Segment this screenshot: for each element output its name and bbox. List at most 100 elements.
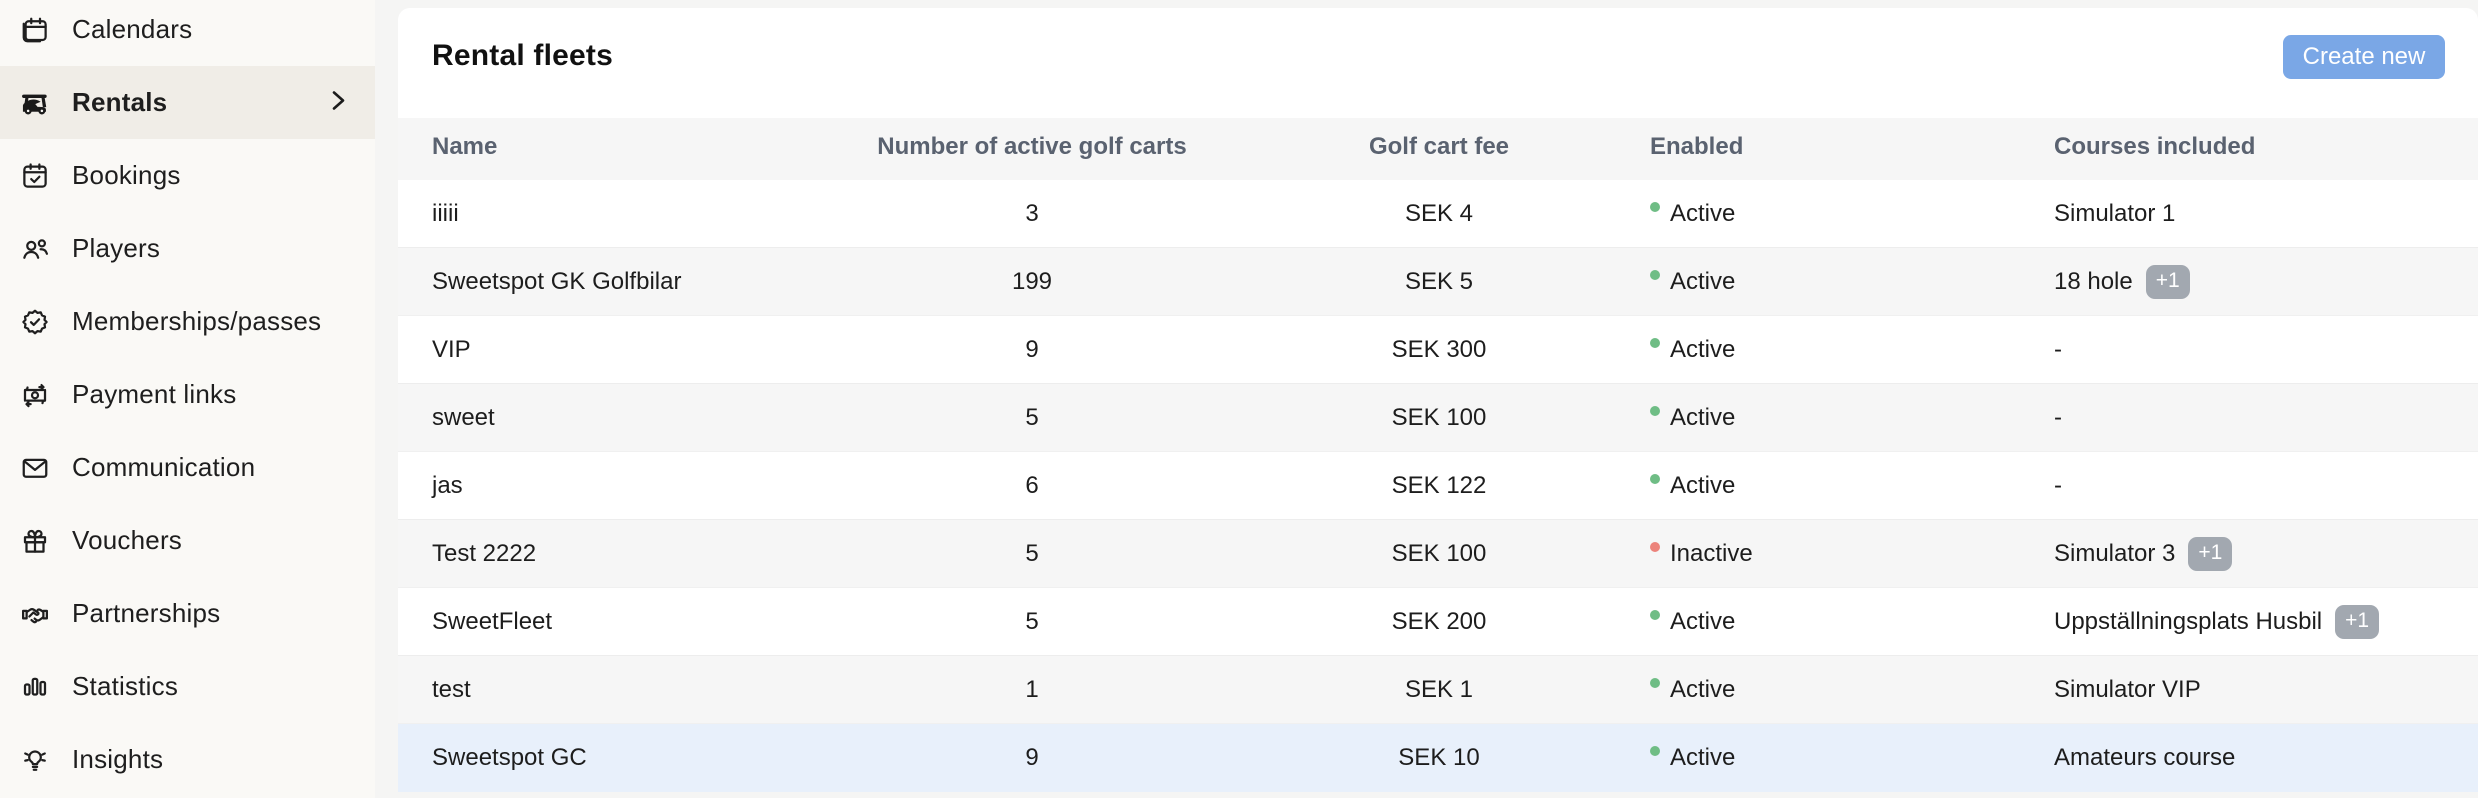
golf-cart-icon: [20, 88, 50, 118]
cell-fee: SEK 1: [1404, 676, 1474, 703]
bar-chart-icon: [20, 672, 50, 702]
sidebar-item-vouchers[interactable]: Vouchers: [0, 504, 375, 577]
table-row[interactable]: jas 6 SEK 122 Active -: [398, 452, 2478, 520]
cell-name: SweetFleet: [432, 608, 553, 635]
status-dot: [1650, 678, 1660, 688]
sidebar-item-bookings[interactable]: Bookings: [0, 139, 375, 212]
sidebar: Calendars Rentals Bookings Players Membe…: [0, 0, 375, 798]
sidebar-item-communication[interactable]: Communication: [0, 431, 375, 504]
cell-enabled: Active: [1650, 316, 1735, 384]
cell-fee: SEK 5: [1404, 268, 1474, 295]
cell-fee: SEK 300: [1391, 336, 1487, 363]
cell-enabled: Inactive: [1650, 520, 1753, 588]
course-label: -: [2054, 472, 2062, 499]
table-header-row: Name Number of active golf carts Golf ca…: [398, 118, 2478, 180]
status-dot: [1650, 474, 1660, 484]
cell-enabled: Active: [1650, 384, 1735, 452]
cell-carts: 199: [1011, 268, 1053, 295]
sidebar-item-memberships-passes[interactable]: Memberships/passes: [0, 285, 375, 358]
status-dot: [1650, 202, 1660, 212]
cell-fee: SEK 100: [1391, 540, 1487, 567]
cell-carts: 5: [1025, 540, 1039, 567]
panel-header: Rental fleets Create new: [398, 8, 2478, 118]
rental-fleets-panel: Rental fleets Create new Name Number of …: [398, 8, 2478, 792]
extra-courses-badge[interactable]: +1: [2335, 605, 2380, 639]
calendar-check-icon: [20, 161, 50, 191]
column-header-fee: Golf cart fee: [1368, 133, 1510, 160]
course-label: Simulator 1: [2054, 200, 2176, 227]
cell-carts: 9: [1025, 744, 1039, 771]
course-label: -: [2054, 404, 2062, 431]
sidebar-item-label: Calendars: [72, 14, 193, 44]
table-row[interactable]: SweetFleet 5 SEK 200 Active Uppställning…: [398, 588, 2478, 656]
extra-courses-badge[interactable]: +1: [2145, 265, 2190, 299]
course-label: -: [2054, 336, 2062, 363]
status-label: Active: [1670, 200, 1736, 227]
table-row[interactable]: Sweetspot GK Golfbilar 199 SEK 5 Active …: [398, 248, 2478, 316]
table-row[interactable]: test 1 SEK 1 Active Simulator VIP: [398, 656, 2478, 724]
status-dot: [1650, 338, 1660, 348]
sidebar-item-label: Communication: [72, 452, 256, 482]
lightbulb-icon: [20, 745, 50, 775]
sidebar-item-label: Bookings: [72, 160, 181, 190]
status-dot: [1650, 610, 1660, 620]
column-header-carts: Number of active golf carts: [877, 133, 1187, 160]
cell-carts: 1: [1025, 676, 1039, 703]
create-new-button[interactable]: Create new: [2283, 35, 2445, 79]
status-label: Active: [1670, 744, 1736, 771]
status-label: Inactive: [1670, 540, 1753, 567]
sidebar-item-label: Insights: [72, 744, 164, 774]
extra-courses-badge[interactable]: +1: [2188, 537, 2233, 571]
cell-fee: SEK 200: [1391, 608, 1487, 635]
cell-courses: Amateurs course: [2054, 724, 2235, 792]
course-label: Amateurs course: [2054, 744, 2236, 771]
players-icon: [20, 234, 50, 264]
sidebar-item-rentals[interactable]: Rentals: [0, 66, 375, 139]
table-body: iiiii 3 SEK 4 Active Simulator 1 Sweetsp…: [398, 180, 2478, 792]
course-label: Simulator VIP: [2054, 676, 2201, 703]
cell-courses: Simulator 3 +1: [2054, 520, 2233, 588]
cell-carts: 5: [1025, 608, 1039, 635]
gift-icon: [20, 526, 50, 556]
course-label: Uppställningsplats Husbil: [2054, 608, 2323, 635]
page-title: Rental fleets: [432, 39, 613, 72]
sidebar-item-partnerships[interactable]: Partnerships: [0, 577, 375, 650]
table-row[interactable]: VIP 9 SEK 300 Active -: [398, 316, 2478, 384]
sidebar-item-label: Vouchers: [72, 525, 183, 555]
envelope-icon: [20, 453, 50, 483]
cell-name: Test 2222: [432, 540, 537, 567]
cell-enabled: Active: [1650, 588, 1735, 656]
cell-carts: 6: [1025, 472, 1039, 499]
sidebar-item-calendars[interactable]: Calendars: [0, 0, 375, 66]
cell-courses: Simulator VIP: [2054, 656, 2201, 724]
sidebar-item-insights[interactable]: Insights: [0, 723, 375, 796]
cell-carts: 5: [1025, 404, 1039, 431]
cell-carts: 9: [1025, 336, 1039, 363]
table-row[interactable]: sweet 5 SEK 100 Active -: [398, 384, 2478, 452]
sidebar-nav: Calendars Rentals Bookings Players Membe…: [0, 0, 375, 796]
column-header-name: Name: [432, 133, 498, 160]
cell-courses: -: [2054, 384, 2062, 452]
table-row[interactable]: Sweetspot GC 9 SEK 10 Active Amateurs co…: [398, 724, 2478, 792]
sidebar-item-statistics[interactable]: Statistics: [0, 650, 375, 723]
cell-enabled: Active: [1650, 180, 1735, 248]
cell-fee: SEK 100: [1391, 404, 1487, 431]
sidebar-item-payment-links[interactable]: Payment links: [0, 358, 375, 431]
payment-link-icon: [20, 380, 50, 410]
cell-name: sweet: [432, 404, 495, 431]
cell-name: test: [432, 676, 471, 703]
status-label: Active: [1670, 268, 1736, 295]
cell-courses: 18 hole +1: [2054, 248, 2190, 316]
cell-enabled: Active: [1650, 452, 1735, 520]
table-row[interactable]: Test 2222 5 SEK 100 Inactive Simulator 3…: [398, 520, 2478, 588]
sidebar-item-label: Rentals: [72, 87, 168, 117]
badge-check-icon: [20, 307, 50, 337]
sidebar-item-label: Payment links: [72, 379, 237, 409]
sidebar-item-players[interactable]: Players: [0, 212, 375, 285]
cell-fee: SEK 122: [1391, 472, 1487, 499]
status-label: Active: [1670, 404, 1736, 431]
cell-name: Sweetspot GC: [432, 744, 587, 771]
cell-fee: SEK 4: [1404, 200, 1474, 227]
table-row[interactable]: iiiii 3 SEK 4 Active Simulator 1: [398, 180, 2478, 248]
cell-enabled: Active: [1650, 248, 1735, 316]
